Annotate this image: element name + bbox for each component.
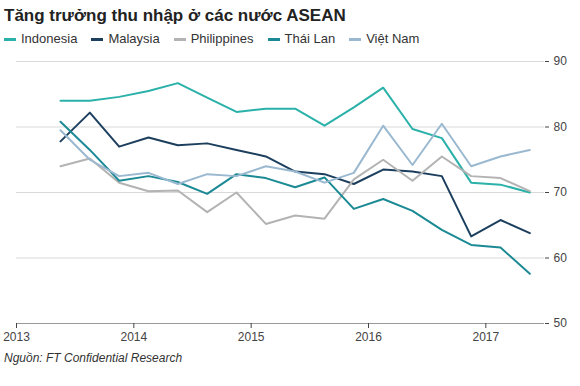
html-text:Malaysia: Malaysia <box>108 31 160 46</box>
html-text:Việt Nam: Việt Nam <box>366 31 420 46</box>
html-text:Indonesia: Indonesia <box>21 31 78 46</box>
svg-text:80: 80 <box>554 120 568 134</box>
html-text:Tăng trưởng thu nhập ở các nướ: Tăng trưởng thu nhập ở các nước ASEAN <box>4 6 346 25</box>
svg-text:2016: 2016 <box>355 330 382 344</box>
html-text:Philippines: Philippines <box>190 31 254 46</box>
svg-text:70: 70 <box>554 185 568 199</box>
svg-text:60: 60 <box>554 251 568 265</box>
svg-text:50: 50 <box>554 316 568 330</box>
svg-text:2015: 2015 <box>238 330 265 344</box>
html-text:Thái Lan: Thái Lan <box>284 31 336 46</box>
svg-text:2017: 2017 <box>472 330 499 344</box>
svg-text:90: 90 <box>554 54 568 68</box>
html-text:Nguồn: FT Confidential Researc: Nguồn: FT Confidential Research <box>4 351 183 365</box>
svg-text:2014: 2014 <box>120 330 147 344</box>
svg-text:2013: 2013 <box>3 330 30 344</box>
